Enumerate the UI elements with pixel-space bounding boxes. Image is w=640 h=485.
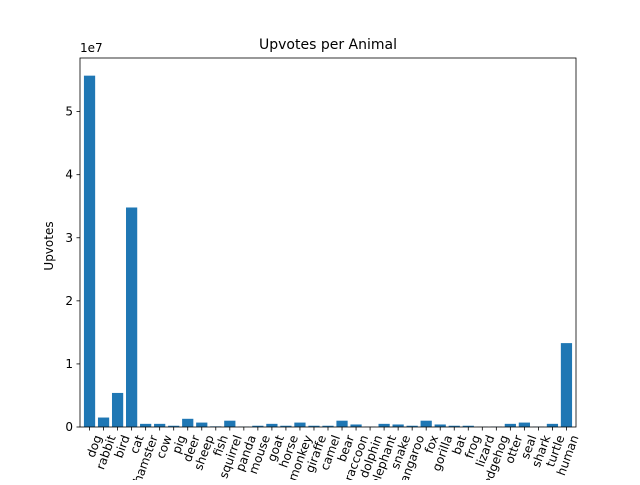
y-axis-offset-label: 1e7 — [80, 41, 103, 55]
bar-hamster — [140, 424, 151, 427]
y-tick-label: 5 — [65, 105, 73, 119]
chart-title: Upvotes per Animal — [259, 37, 397, 53]
bar-rabbit — [98, 418, 109, 427]
bar-dog — [84, 76, 95, 427]
bar-fox — [421, 421, 432, 427]
bar-cow — [154, 424, 165, 427]
bar-otter — [505, 424, 516, 427]
bar-human — [561, 343, 572, 427]
y-axis-label: Upvotes — [42, 221, 56, 270]
bar-turtle — [547, 424, 558, 427]
bar-goat — [266, 424, 277, 427]
bar-bird — [112, 393, 123, 427]
y-tick-label: 4 — [65, 168, 73, 182]
y-tick-label: 2 — [65, 294, 73, 308]
bar-bear — [336, 421, 347, 427]
y-tick-label: 0 — [65, 420, 73, 434]
bar-sheep — [196, 423, 207, 427]
bar-monkey — [294, 423, 305, 427]
bar-elephant — [379, 424, 390, 427]
bar-cat — [126, 207, 137, 427]
y-tick-label: 3 — [65, 231, 73, 245]
bar-seal — [519, 423, 530, 427]
bar-squirrel — [224, 421, 235, 427]
y-tick-label: 1 — [65, 357, 73, 371]
bar-deer — [182, 419, 193, 427]
